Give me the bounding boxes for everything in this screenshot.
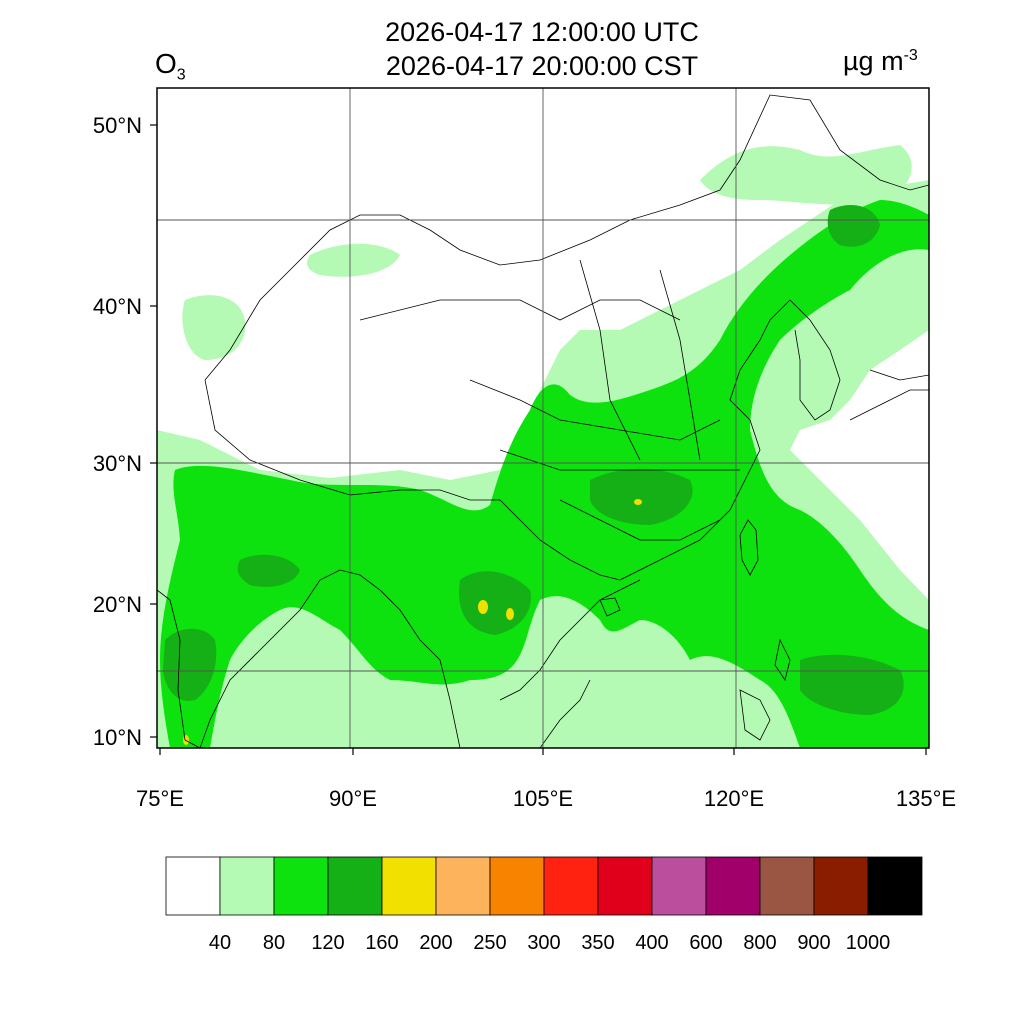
province-line <box>579 259 641 461</box>
province-line <box>469 379 721 441</box>
o3-field-120-160-patch <box>590 468 693 525</box>
colorbar-label: 1000 <box>846 932 891 954</box>
coastline <box>789 299 841 421</box>
coastline <box>539 679 591 748</box>
o3-hotspot-160-200 <box>634 499 642 505</box>
colorbar-label: 40 <box>209 932 231 954</box>
province-line <box>559 499 721 541</box>
lon-ticks <box>159 748 927 755</box>
colorbar-swatch <box>273 856 329 916</box>
lat-tick-label: 50°N <box>93 113 142 138</box>
colorbar-label: 300 <box>527 932 560 954</box>
o3-field-120-160-patch <box>827 205 880 247</box>
colorbar-label: 350 <box>581 932 614 954</box>
colorbar-swatch <box>651 856 707 916</box>
coastlines-and-borders <box>157 94 929 748</box>
o3-field-120-160-patch <box>800 654 904 715</box>
colorbar-label: 160 <box>365 932 398 954</box>
coastline <box>849 389 929 421</box>
unit-base: µg m <box>843 46 904 76</box>
lat-ticks <box>150 124 157 738</box>
colorbar-swatch <box>705 856 761 916</box>
grid-lines <box>157 88 929 748</box>
lat-tick-label: 40°N <box>93 294 142 319</box>
o3-field-120-160-patch <box>163 628 217 701</box>
colorbar-swatch <box>813 856 869 916</box>
colorbar-swatch <box>759 856 815 916</box>
colorbar-swatch <box>327 856 383 916</box>
coastline <box>869 369 929 381</box>
coastline <box>399 609 461 748</box>
o3-field-40-80-west <box>182 295 246 360</box>
o3-field-120-160-patch <box>237 554 300 587</box>
colorbar-swatch <box>597 856 653 916</box>
o3-field-80-120 <box>160 200 929 748</box>
colorbar-label: 900 <box>797 932 830 954</box>
o3-field-40-80-sea <box>749 369 833 421</box>
coastline <box>739 689 771 741</box>
coastline <box>739 519 759 576</box>
colorbar-label: 200 <box>419 932 452 954</box>
colorbar-swatch <box>381 856 437 916</box>
colorbar-swatch <box>165 856 221 916</box>
unit-label: µg m-3 <box>843 46 918 77</box>
coastline <box>157 589 201 748</box>
coastline <box>199 569 401 748</box>
lat-tick-label: 20°N <box>93 592 142 617</box>
coastline <box>774 638 791 681</box>
province-line <box>359 299 681 321</box>
unit-superscript: -3 <box>903 47 918 64</box>
colorbar-label: 600 <box>689 932 722 954</box>
colorbar: 40 80 120 160 200 250 300 350 400 600 800 900 1000 <box>165 856 923 954</box>
coastline <box>599 597 621 617</box>
title-cst: 2026-04-17 20:00:00 CST <box>385 51 699 81</box>
o3-field-40-80-ne <box>700 145 912 205</box>
colorbar-label: 120 <box>311 932 344 954</box>
o3-field-120-160-patch <box>459 571 531 635</box>
border-line <box>619 299 791 581</box>
species-label: O3 <box>155 48 186 85</box>
colorbar-label: 400 <box>635 932 668 954</box>
colorbar-swatch <box>435 856 491 916</box>
species-subscript: 3 <box>176 66 186 84</box>
border-line <box>204 94 929 381</box>
lon-tick-label: 135°E <box>896 786 956 811</box>
lon-tick-label: 120°E <box>704 786 764 811</box>
province-line <box>659 269 701 461</box>
o3-hotspot-160-200 <box>506 608 514 620</box>
colorbar-swatch <box>867 856 923 916</box>
o3-field-40-80-tibet <box>307 243 400 277</box>
species-base: O <box>155 48 177 79</box>
colorbar-label: 250 <box>473 932 506 954</box>
lon-tick-label: 90°E <box>329 786 377 811</box>
colorbar-swatch <box>219 856 275 916</box>
colorbar-label: 800 <box>743 932 776 954</box>
colorbar-swatch <box>489 856 545 916</box>
o3-hotspot-160-200 <box>478 600 488 614</box>
lat-tick-label: 30°N <box>93 451 142 476</box>
colorbar-label: 80 <box>263 932 285 954</box>
o3-hotspot-160-200 <box>183 735 189 745</box>
title-utc: 2026-04-17 12:00:00 UTC <box>385 17 699 47</box>
coastline <box>499 579 641 701</box>
colorbar-swatch <box>543 856 599 916</box>
lat-tick-label: 10°N <box>93 725 142 750</box>
lon-tick-label: 105°E <box>513 786 573 811</box>
lon-tick-label: 75°E <box>136 786 184 811</box>
